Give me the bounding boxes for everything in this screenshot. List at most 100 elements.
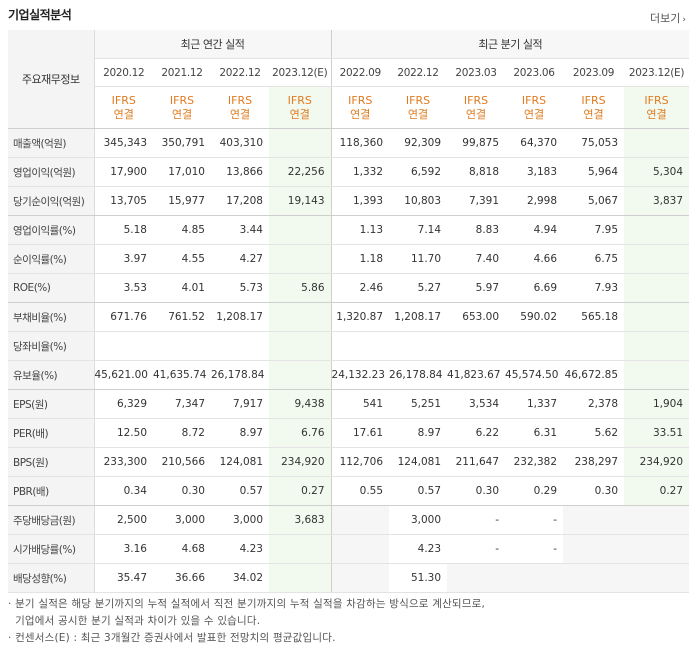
row-label: 영업이익(억원) (8, 157, 95, 187)
table-cell (624, 128, 690, 158)
table-cell (153, 331, 211, 361)
table-cell (269, 244, 332, 274)
table-cell: 6,592 (389, 157, 448, 187)
row-label: ROE(%) (8, 273, 95, 303)
table-cell: 8.97 (211, 418, 269, 448)
table-cell: 1,208.17 (389, 302, 448, 332)
table-cell: 24,132.23 (331, 360, 390, 390)
footnote-2: 기업에서 공시한 분기 실적과 차이가 있을 수 있습니다. (8, 615, 261, 627)
table-cell: 2,500 (94, 505, 153, 535)
basis-scope: 연결 (350, 107, 371, 121)
table-cell: 33.51 (624, 418, 690, 448)
table-cell: 6.31 (505, 418, 564, 448)
table-cell (624, 360, 690, 390)
table-cell: 4.66 (505, 244, 564, 274)
basis-scope: 연결 (171, 107, 193, 121)
footnote-1: · 분기 실적은 해당 분기까지의 누적 실적에서 직전 분기까지의 누적 실적… (8, 598, 486, 610)
table-cell: 0.30 (447, 476, 506, 506)
table-cell: 4.23 (389, 534, 448, 564)
table-cell (563, 563, 625, 593)
row-label: 유보율(%) (8, 360, 95, 390)
table-cell: 19,143 (269, 186, 332, 216)
table-row: 배당성향(%) 35.47 36.66 34.02 51.30 (8, 563, 690, 593)
table-row: 당좌비율(%) (8, 331, 690, 361)
table-cell: 5,251 (389, 389, 448, 419)
basis-standard: IFRS (521, 93, 547, 107)
row-label: 순이익률(%) (8, 244, 95, 274)
period-header: 2023.12(E) (269, 58, 332, 87)
table-cell (94, 331, 153, 361)
table-cell (331, 534, 390, 564)
table-cell: 7,391 (447, 186, 506, 216)
table-cell: 11.70 (389, 244, 448, 274)
table-cell: 3,683 (269, 505, 332, 535)
table-cell: 75,053 (563, 128, 625, 158)
table-cell: 118,360 (331, 128, 390, 158)
row-label: 부채비율(%) (8, 302, 95, 332)
basis-scope: 연결 (229, 107, 251, 121)
table-cell (624, 534, 690, 564)
table-cell: 8.83 (447, 215, 506, 245)
basis-header: IFRS 연결 (211, 86, 269, 129)
basis-header: IFRS 연결 (563, 86, 625, 129)
basis-standard: IFRS (227, 93, 253, 107)
table-cell: 3.53 (94, 273, 153, 303)
financial-table: 주요재무정보 최근 연간 실적 최근 분기 실적 2020.12 2021.12 2… (8, 30, 690, 593)
table-row: PBR(배) 0.34 0.30 0.57 0.27 0.55 0.57 0.30 0.29 0.… (8, 476, 690, 506)
table-cell: 238,297 (563, 447, 625, 477)
table-cell: 1,320.87 (331, 302, 390, 332)
table-cell: 4.85 (153, 215, 211, 245)
table-cell: 4.94 (505, 215, 564, 245)
period-header: 2022.12 (389, 58, 448, 87)
table-row: 영업이익률(%) 5.18 4.85 3.44 1.13 7.14 8.83 4.94 7.95 (8, 215, 690, 245)
row-label: 당좌비율(%) (8, 331, 95, 361)
table-cell: 671.76 (94, 302, 153, 332)
table-cell: 5,964 (563, 157, 625, 187)
table-cell: 565.18 (563, 302, 625, 332)
table-cell: 0.27 (624, 476, 690, 506)
table-cell: 17,208 (211, 186, 269, 216)
table-cell: 0.30 (153, 476, 211, 506)
row-label: 배당성향(%) (8, 563, 95, 593)
table-cell: 8,818 (447, 157, 506, 187)
table-cell (624, 244, 690, 274)
more-link[interactable]: 더보기 › (650, 10, 686, 26)
table-cell: 541 (331, 389, 390, 419)
row-label: 당기순이익(억원) (8, 186, 95, 216)
table-cell: 17.61 (331, 418, 390, 448)
period-header: 2023.09 (563, 58, 625, 87)
table-cell: 3.97 (94, 244, 153, 274)
table-row: BPS(원) 233,300 210,566 124,081 234,920 112,70… (8, 447, 690, 477)
table-cell: 7,917 (211, 389, 269, 419)
table-cell: 5,304 (624, 157, 690, 187)
table-cell: 7.95 (563, 215, 625, 245)
table-cell: 3.16 (94, 534, 153, 564)
table-cell: 210,566 (153, 447, 211, 477)
table-cell (269, 534, 332, 564)
table-cell (563, 505, 625, 535)
basis-header: IFRS 연결 (269, 86, 332, 129)
table-cell: 7.93 (563, 273, 625, 303)
table-cell: 5,067 (563, 186, 625, 216)
basis-header: IFRS 연결 (94, 86, 153, 129)
table-cell: 403,310 (211, 128, 269, 158)
table-cell: 4.23 (211, 534, 269, 564)
table-cell: 3,837 (624, 186, 690, 216)
basis-scope: 연결 (583, 107, 604, 121)
table-row: 시가배당률(%) 3.16 4.68 4.23 4.23- - (8, 534, 690, 564)
table-cell: 51.30 (389, 563, 448, 593)
table-cell: 41,823.67 (447, 360, 506, 390)
table-cell (624, 331, 690, 361)
table-row: 당기순이익(억원) 13,705 15,977 17,208 19,143 1,393 10… (8, 186, 690, 216)
row-label: EPS(원) (8, 389, 95, 419)
table-cell: 2.46 (331, 273, 390, 303)
table-cell: 761.52 (153, 302, 211, 332)
table-cell (269, 563, 332, 593)
basis-standard: IFRS (463, 93, 489, 107)
basis-standard: IFRS (405, 93, 431, 107)
annual-header: 최근 연간 실적 (94, 30, 332, 59)
footnotes: · 분기 실적은 해당 분기까지의 누적 실적에서 직전 분기까지의 누적 실적… (8, 596, 485, 647)
basis-scope: 연결 (465, 107, 487, 121)
table-cell: 99,875 (447, 128, 506, 158)
table-cell: 234,920 (624, 447, 690, 477)
